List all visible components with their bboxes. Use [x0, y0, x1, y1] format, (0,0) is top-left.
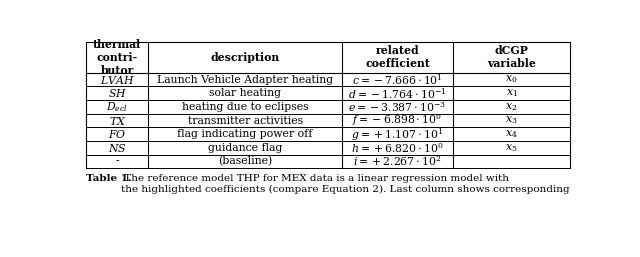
Text: $e = -3.387 \cdot 10^{-3}$: $e = -3.387 \cdot 10^{-3}$ [348, 100, 447, 114]
Text: (baseline): (baseline) [218, 157, 272, 167]
Text: $D_{ecl}$: $D_{ecl}$ [106, 100, 128, 114]
Text: solar heating: solar heating [209, 88, 281, 98]
Text: related
coefficient: related coefficient [365, 45, 430, 69]
Text: guidance flag: guidance flag [208, 143, 282, 153]
Text: $\mathit{TX}$: $\mathit{TX}$ [109, 115, 126, 126]
Text: $x_5$: $x_5$ [506, 142, 518, 154]
Text: description: description [211, 52, 280, 63]
Text: Table 1.: Table 1. [86, 174, 132, 183]
Text: $h = +6.820 \cdot 10^{0}$: $h = +6.820 \cdot 10^{0}$ [351, 141, 444, 155]
Text: $i = +2.267 \cdot 10^{2}$: $i = +2.267 \cdot 10^{2}$ [353, 155, 442, 168]
Text: $\mathit{SH}$: $\mathit{SH}$ [108, 87, 127, 99]
Text: -: - [115, 157, 119, 167]
Text: $f = -6.898 \cdot 10^{0}$: $f = -6.898 \cdot 10^{0}$ [353, 113, 442, 128]
Text: $x_4$: $x_4$ [505, 128, 518, 140]
Text: The reference model THP for MEX data is a linear regression model with
the highl: The reference model THP for MEX data is … [122, 174, 570, 194]
Text: transmitter activities: transmitter activities [188, 116, 303, 126]
Text: $\mathit{FO}$: $\mathit{FO}$ [108, 128, 126, 140]
Text: dCGP
variable: dCGP variable [487, 45, 536, 69]
Text: thermal
contri-
butor: thermal contri- butor [93, 39, 141, 76]
Text: $x_0$: $x_0$ [505, 74, 518, 86]
Text: $c = -7.666 \cdot 10^{1}$: $c = -7.666 \cdot 10^{1}$ [352, 72, 443, 87]
Text: $x_3$: $x_3$ [505, 115, 518, 126]
Text: $x_1$: $x_1$ [506, 87, 518, 99]
Text: Launch Vehicle Adapter heating: Launch Vehicle Adapter heating [157, 75, 333, 85]
Text: $g = +1.107 \cdot 10^{1}$: $g = +1.107 \cdot 10^{1}$ [351, 126, 444, 143]
Text: $\mathit{LVAH}$: $\mathit{LVAH}$ [100, 74, 134, 86]
Text: $x_2$: $x_2$ [506, 101, 518, 113]
Text: $d = -1.764 \cdot 10^{-1}$: $d = -1.764 \cdot 10^{-1}$ [348, 86, 447, 100]
Text: heating due to eclipses: heating due to eclipses [182, 102, 308, 112]
Text: flag indicating power off: flag indicating power off [177, 129, 313, 139]
Text: $\mathit{NS}$: $\mathit{NS}$ [108, 142, 127, 154]
